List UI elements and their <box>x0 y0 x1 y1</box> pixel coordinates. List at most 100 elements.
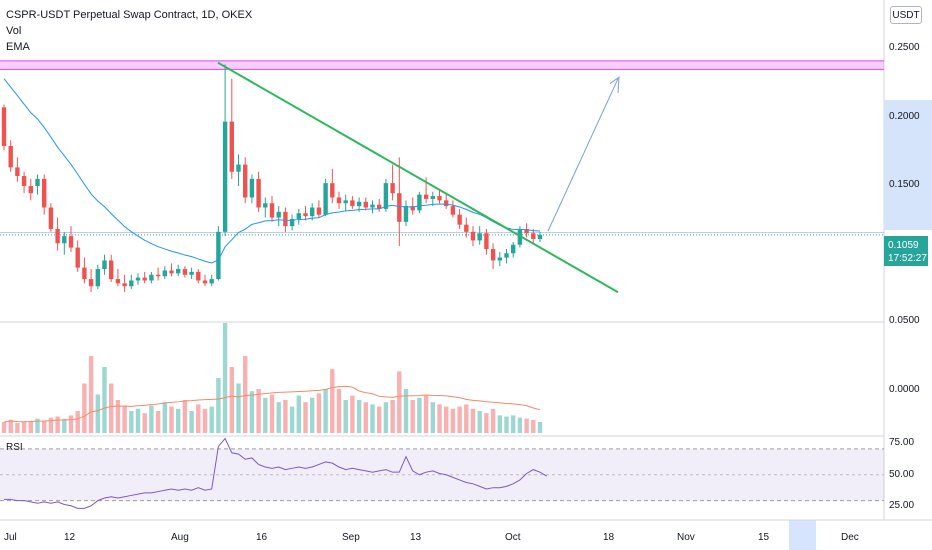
volume-bar <box>457 406 462 433</box>
volume-bar <box>236 383 241 433</box>
volume-bar <box>21 422 27 433</box>
volume-bar <box>276 402 281 433</box>
candle-body <box>464 224 469 232</box>
volume-bar <box>517 417 523 433</box>
volume-bar <box>169 406 174 433</box>
candle <box>28 178 33 201</box>
candle-body <box>1 107 7 146</box>
candle-body <box>490 249 496 261</box>
price-axis-label: 0.2000 <box>889 111 920 122</box>
price-axis-label: 0.0500 <box>889 315 920 326</box>
candle-body <box>283 211 288 227</box>
volume-bar <box>450 408 456 433</box>
candle <box>243 157 248 204</box>
time-axis-label: 16 <box>256 532 268 543</box>
candle-body <box>42 178 47 208</box>
volume-bar <box>531 419 536 433</box>
volume-bar <box>377 406 382 433</box>
candle-body <box>55 228 60 244</box>
candle <box>403 200 409 227</box>
candle <box>55 217 60 251</box>
volume-bar <box>222 323 228 433</box>
candle <box>430 191 435 207</box>
candle-body <box>263 203 268 208</box>
volume-bar <box>464 404 469 433</box>
candle <box>189 267 194 280</box>
volume-bar <box>1 422 7 433</box>
candle <box>490 243 496 270</box>
volume-bar <box>417 397 422 433</box>
volume-bar <box>216 378 221 433</box>
volume-bar <box>142 413 147 433</box>
candle-body <box>189 271 194 275</box>
candle <box>21 171 27 194</box>
candle-body <box>62 236 67 244</box>
time-axis-label: 12 <box>64 532 76 543</box>
rsi-axis-label: 25.00 <box>889 500 915 511</box>
candlesticks <box>1 64 543 292</box>
candle-body <box>423 194 429 199</box>
candle <box>444 194 449 209</box>
candle-body <box>524 228 529 234</box>
volume-bar <box>390 400 395 433</box>
candle <box>75 240 80 272</box>
candle <box>115 269 121 287</box>
candle <box>524 223 529 238</box>
volume-bar <box>155 411 161 433</box>
rsi-line <box>4 437 547 509</box>
candle-body <box>115 279 121 284</box>
candle <box>95 264 100 290</box>
volume-bar <box>283 400 288 433</box>
candle-body <box>350 200 355 207</box>
candle-body <box>196 271 201 281</box>
candle-body <box>477 233 482 241</box>
candle <box>162 266 167 280</box>
vol-indicator-label[interactable]: Vol <box>6 25 22 37</box>
candle-body <box>437 196 442 201</box>
candle <box>377 198 382 212</box>
volume-bar <box>62 418 67 433</box>
rsi-band-fill <box>0 448 884 501</box>
currency-button[interactable]: USDT <box>890 6 922 24</box>
candle-body <box>336 197 342 204</box>
volume-bar <box>330 369 335 433</box>
candle <box>129 274 134 290</box>
volume-bar <box>55 416 60 433</box>
candle <box>1 104 7 151</box>
time-axis-label: 15 <box>758 532 770 543</box>
candle-body <box>169 270 174 274</box>
candle <box>202 274 208 287</box>
candle <box>102 254 107 275</box>
volume-bar <box>289 406 295 433</box>
volume-bar <box>102 367 107 433</box>
volume-bar <box>323 389 328 433</box>
candle-body <box>450 206 456 215</box>
rsi-indicator-label[interactable]: RSI <box>6 442 23 453</box>
candle-body <box>48 207 54 229</box>
candle-body <box>377 204 382 209</box>
volume-bar <box>504 416 509 433</box>
candle <box>343 194 348 211</box>
ema-indicator-label[interactable]: EMA <box>6 41 30 53</box>
candle <box>330 168 335 204</box>
volume-bar <box>95 394 100 433</box>
rsi-axis-label: 75.00 <box>889 437 915 448</box>
volume-bar <box>403 389 409 433</box>
candle-body <box>383 183 389 209</box>
chart-legend: CSPR-USDT Perpetual Swap Contract, 1D, O… <box>6 7 252 55</box>
candle-body <box>28 186 33 194</box>
candle-body <box>142 277 147 281</box>
volume-bar <box>122 405 127 433</box>
price-axis-label: 0.0000 <box>889 384 920 395</box>
candle-body <box>95 269 100 287</box>
volume-bar <box>249 391 255 433</box>
volume-bar <box>430 402 435 433</box>
volume-bar <box>497 415 502 433</box>
candle <box>477 226 482 245</box>
candle-body <box>316 207 322 215</box>
volume-bar <box>75 411 80 433</box>
volume-bar <box>524 418 529 433</box>
candle-body <box>216 231 221 280</box>
symbol-title[interactable]: CSPR-USDT Perpetual Swap Contract, 1D, O… <box>6 9 253 21</box>
